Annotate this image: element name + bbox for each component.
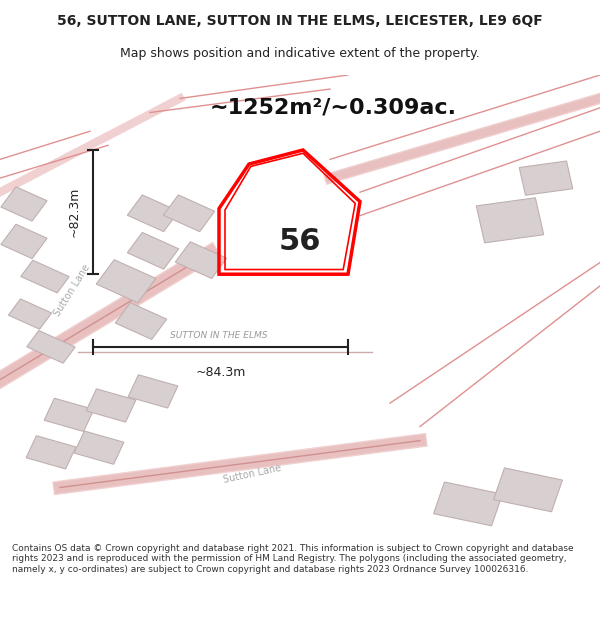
Bar (44, 398, 94, 431)
Text: ~82.3m: ~82.3m (68, 187, 81, 238)
Bar (494, 468, 562, 512)
Bar (519, 161, 573, 195)
Bar (27, 331, 75, 363)
Bar (86, 389, 136, 422)
Bar (127, 195, 179, 232)
Text: 56: 56 (279, 227, 321, 256)
Text: ~1252m²/~0.309ac.: ~1252m²/~0.309ac. (210, 98, 457, 118)
Bar (26, 436, 76, 469)
Bar (1, 187, 47, 221)
Bar (128, 375, 178, 408)
Bar (8, 299, 52, 329)
Bar (127, 232, 179, 269)
Bar (96, 260, 156, 302)
Text: Sutton Lane: Sutton Lane (52, 263, 92, 318)
Bar (175, 242, 227, 279)
Bar (74, 431, 124, 464)
Bar (21, 260, 69, 293)
Text: 56, SUTTON LANE, SUTTON IN THE ELMS, LEICESTER, LE9 6QF: 56, SUTTON LANE, SUTTON IN THE ELMS, LEI… (57, 14, 543, 28)
Text: ~84.3m: ~84.3m (196, 366, 245, 379)
Text: Contains OS data © Crown copyright and database right 2021. This information is : Contains OS data © Crown copyright and d… (12, 544, 574, 574)
Text: Sutton Lane: Sutton Lane (222, 462, 282, 484)
Bar (163, 195, 215, 232)
Text: Map shows position and indicative extent of the property.: Map shows position and indicative extent… (120, 48, 480, 61)
Bar (434, 482, 502, 526)
Bar (115, 302, 167, 339)
Bar (1, 224, 47, 259)
Text: SUTTON IN THE ELMS: SUTTON IN THE ELMS (170, 331, 268, 339)
Bar (476, 198, 544, 243)
